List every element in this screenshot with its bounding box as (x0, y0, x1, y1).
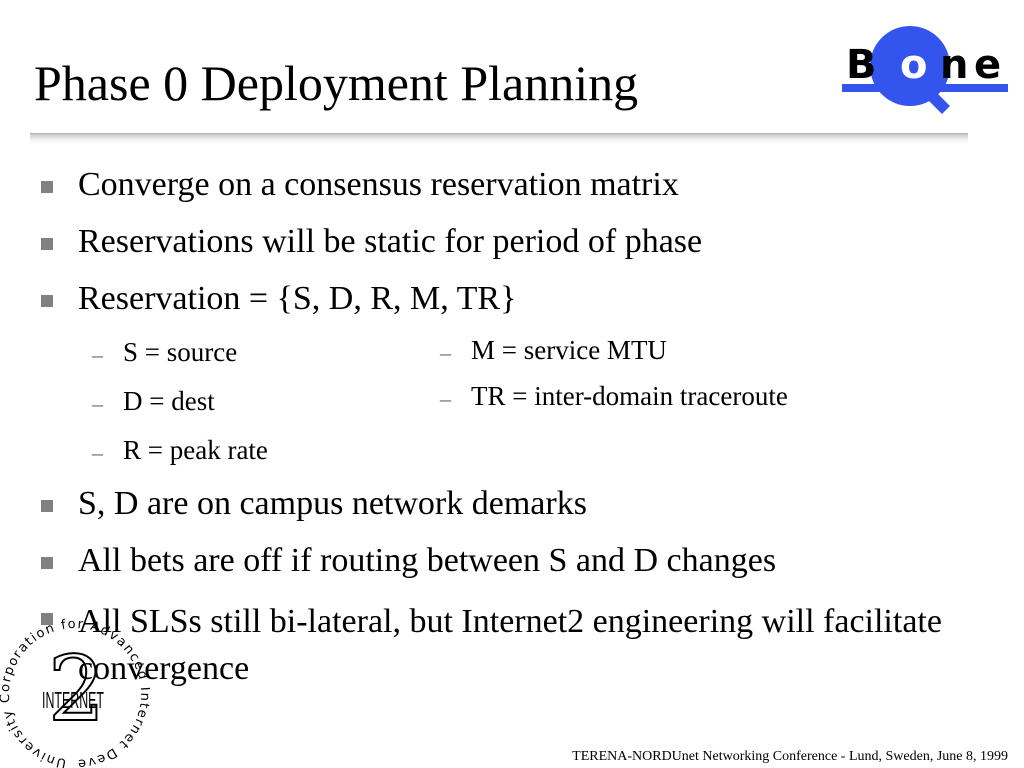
sub-item: R = peak rate (123, 435, 268, 465)
qbone-logo: B o n e (842, 26, 1008, 114)
internet2-seal: University Corporation for Advanced Inte… (0, 612, 150, 768)
sub-item: D = dest (123, 386, 215, 416)
bullet-square-icon (41, 238, 53, 250)
bullet-square-icon (41, 295, 53, 307)
bullet-item: All SLSs still bi-lateral, but Internet2… (78, 603, 942, 687)
bullet-item: All bets are off if routing between S an… (78, 542, 777, 579)
dash-icon: – (440, 340, 451, 365)
sub-item: S = source (123, 337, 238, 367)
bullet-square-icon (41, 181, 53, 193)
bullet-item: S, D are on campus network demarks (78, 485, 587, 522)
dash-icon: – (440, 386, 451, 411)
sub-item: TR = inter-domain traceroute (471, 381, 788, 411)
svg-text:e: e (974, 42, 1001, 88)
bullet-item: Reservation = {S, D, R, M, TR} (78, 280, 517, 317)
svg-text:o: o (900, 42, 927, 88)
sub-item: M = service MTU (471, 335, 667, 365)
bullet-square-icon (41, 500, 53, 512)
bullet-square-icon (41, 557, 53, 569)
slide-title: Phase 0 Deployment Planning (34, 55, 639, 111)
svg-text:n: n (940, 42, 968, 88)
bullet-item: Reservations will be static for period o… (78, 223, 703, 260)
dash-icon: – (92, 440, 103, 465)
svg-text:INTERNET: INTERNET (42, 687, 104, 713)
footer-text: TERENA-NORDUnet Networking Conference - … (572, 749, 1008, 764)
title-divider (30, 133, 968, 144)
dash-icon: – (92, 391, 103, 416)
dash-icon: – (92, 342, 103, 367)
bullet-square-icon (41, 613, 53, 625)
svg-text:2: 2 (48, 637, 105, 742)
bullet-item: Converge on a consensus reservation matr… (78, 166, 679, 203)
svg-text:B: B (846, 42, 897, 88)
